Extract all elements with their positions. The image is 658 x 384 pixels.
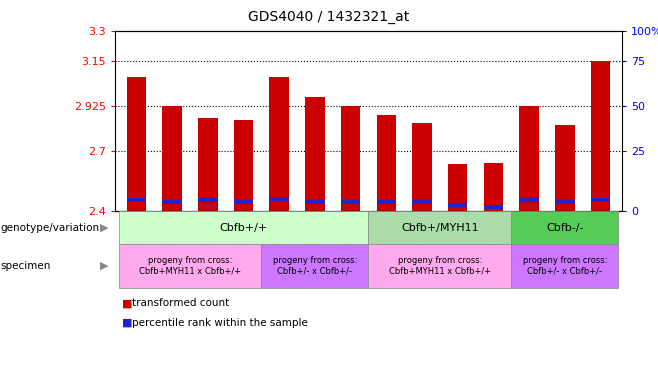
Bar — [234, 200, 253, 204]
Text: ▶: ▶ — [100, 222, 109, 233]
Text: ■: ■ — [122, 298, 132, 308]
Text: progeny from cross:
Cbfb+MYH11 x Cbfb+/+: progeny from cross: Cbfb+MYH11 x Cbfb+/+ — [139, 256, 241, 276]
Bar — [376, 200, 396, 204]
Bar — [198, 118, 218, 211]
Text: Cbfb+/MYH11: Cbfb+/MYH11 — [401, 222, 478, 233]
Bar — [163, 200, 182, 204]
Text: progeny from cross:
Cbfb+/- x Cbfb+/-: progeny from cross: Cbfb+/- x Cbfb+/- — [273, 256, 357, 276]
Text: Cbfb-/-: Cbfb-/- — [546, 222, 584, 233]
Bar — [305, 200, 325, 204]
Bar — [127, 199, 146, 202]
Bar — [448, 204, 467, 207]
Text: ▶: ▶ — [100, 261, 109, 271]
Text: percentile rank within the sample: percentile rank within the sample — [132, 318, 307, 328]
Bar — [591, 199, 610, 202]
Bar — [519, 106, 539, 211]
Bar — [270, 197, 289, 201]
Bar — [341, 106, 361, 211]
Bar — [448, 164, 467, 211]
Text: GDS4040 / 1432321_at: GDS4040 / 1432321_at — [248, 10, 410, 23]
Bar — [270, 77, 289, 211]
Bar — [127, 77, 146, 211]
Text: transformed count: transformed count — [132, 298, 229, 308]
Bar — [484, 205, 503, 209]
Bar — [412, 200, 432, 204]
Text: genotype/variation: genotype/variation — [0, 222, 99, 233]
Bar — [198, 199, 218, 202]
Bar — [484, 163, 503, 211]
Bar — [305, 97, 325, 211]
Bar — [519, 199, 539, 202]
Bar — [376, 115, 396, 211]
Text: specimen: specimen — [0, 261, 51, 271]
Bar — [591, 61, 610, 211]
Text: Cbfb+/+: Cbfb+/+ — [220, 222, 268, 233]
Bar — [163, 106, 182, 211]
Bar — [555, 200, 574, 204]
Bar — [341, 200, 361, 204]
Bar — [234, 120, 253, 211]
Bar — [555, 125, 574, 211]
Text: progeny from cross:
Cbfb+MYH11 x Cbfb+/+: progeny from cross: Cbfb+MYH11 x Cbfb+/+ — [389, 256, 491, 276]
Text: progeny from cross:
Cbfb+/- x Cbfb+/-: progeny from cross: Cbfb+/- x Cbfb+/- — [522, 256, 607, 276]
Text: ■: ■ — [122, 318, 132, 328]
Bar — [412, 123, 432, 211]
